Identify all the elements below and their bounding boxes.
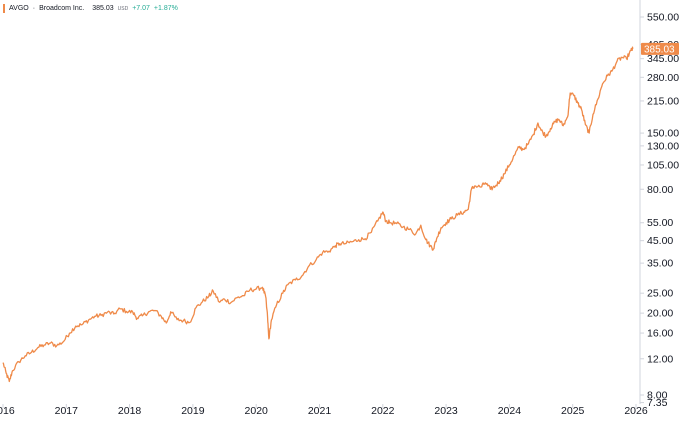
- time-tick-label: 2020: [245, 405, 269, 416]
- time-axis[interactable]: 2016 2017 2018 2019 2020 2021 2022 2023 2024 2025…: [0, 404, 648, 417]
- price-tick-label: 7.35: [647, 397, 668, 409]
- time-tick-label: 2017: [55, 405, 79, 416]
- price-tick-label: 12.00: [647, 353, 673, 365]
- price-tick-label: 8.00: [647, 390, 668, 402]
- last-price-badge-bg: [641, 42, 679, 55]
- price-tick-label: 280.00: [647, 72, 679, 84]
- price-tick-label: 45.00: [647, 235, 673, 247]
- price-tick-label: 25.00: [647, 288, 673, 300]
- series-color-swatch: [3, 4, 5, 13]
- time-tick-label: 2026: [624, 405, 648, 416]
- time-tick-label: 2023: [434, 405, 458, 416]
- time-tick-label: 2022: [371, 405, 395, 416]
- price-line-series-1: [2, 46, 634, 383]
- legend-separator: ·: [32, 5, 36, 12]
- time-tick-label: 2019: [181, 405, 205, 416]
- price-axis[interactable]: 550.00405.00345.00280.00215.00150.00130.…: [640, 12, 679, 410]
- last-price-badge: 385.03: [641, 42, 679, 55]
- price-tick-label: 130.00: [647, 140, 679, 152]
- price-tick-label: 150.00: [647, 128, 679, 140]
- legend-change: +7.07: [132, 5, 150, 12]
- price-tick-label: 80.00: [647, 184, 673, 196]
- time-tick-label: 2025: [561, 405, 585, 416]
- price-tick-label: 215.00: [647, 95, 679, 107]
- last-price-label: 385.03: [644, 44, 675, 55]
- legend-currency: USD: [117, 5, 129, 12]
- time-tick-label: 2021: [308, 405, 332, 416]
- legend[interactable]: AVGO · Broadcom Inc. 385.03 USD +7.07 +1…: [3, 4, 178, 13]
- time-tick-label: 2024: [498, 405, 522, 416]
- legend-change-percent: +1.87%: [153, 5, 178, 12]
- price-tick-label: 345.00: [647, 53, 679, 65]
- time-tick-label: 2016: [0, 405, 15, 416]
- legend-price: 385.03: [92, 5, 114, 12]
- legend-ticker: AVGO: [9, 5, 29, 12]
- price-tick-label: 55.00: [647, 217, 673, 229]
- price-tick-label: 16.00: [647, 328, 673, 340]
- time-tick-label: 2018: [118, 405, 142, 416]
- price-tick-label: 550.00: [647, 12, 679, 24]
- series-layer: [2, 46, 634, 383]
- price-tick-label: 35.00: [647, 258, 673, 270]
- legend-company-name: Broadcom Inc.: [39, 5, 85, 12]
- price-tick-label: 105.00: [647, 159, 679, 171]
- price-tick-label: 20.00: [647, 308, 673, 320]
